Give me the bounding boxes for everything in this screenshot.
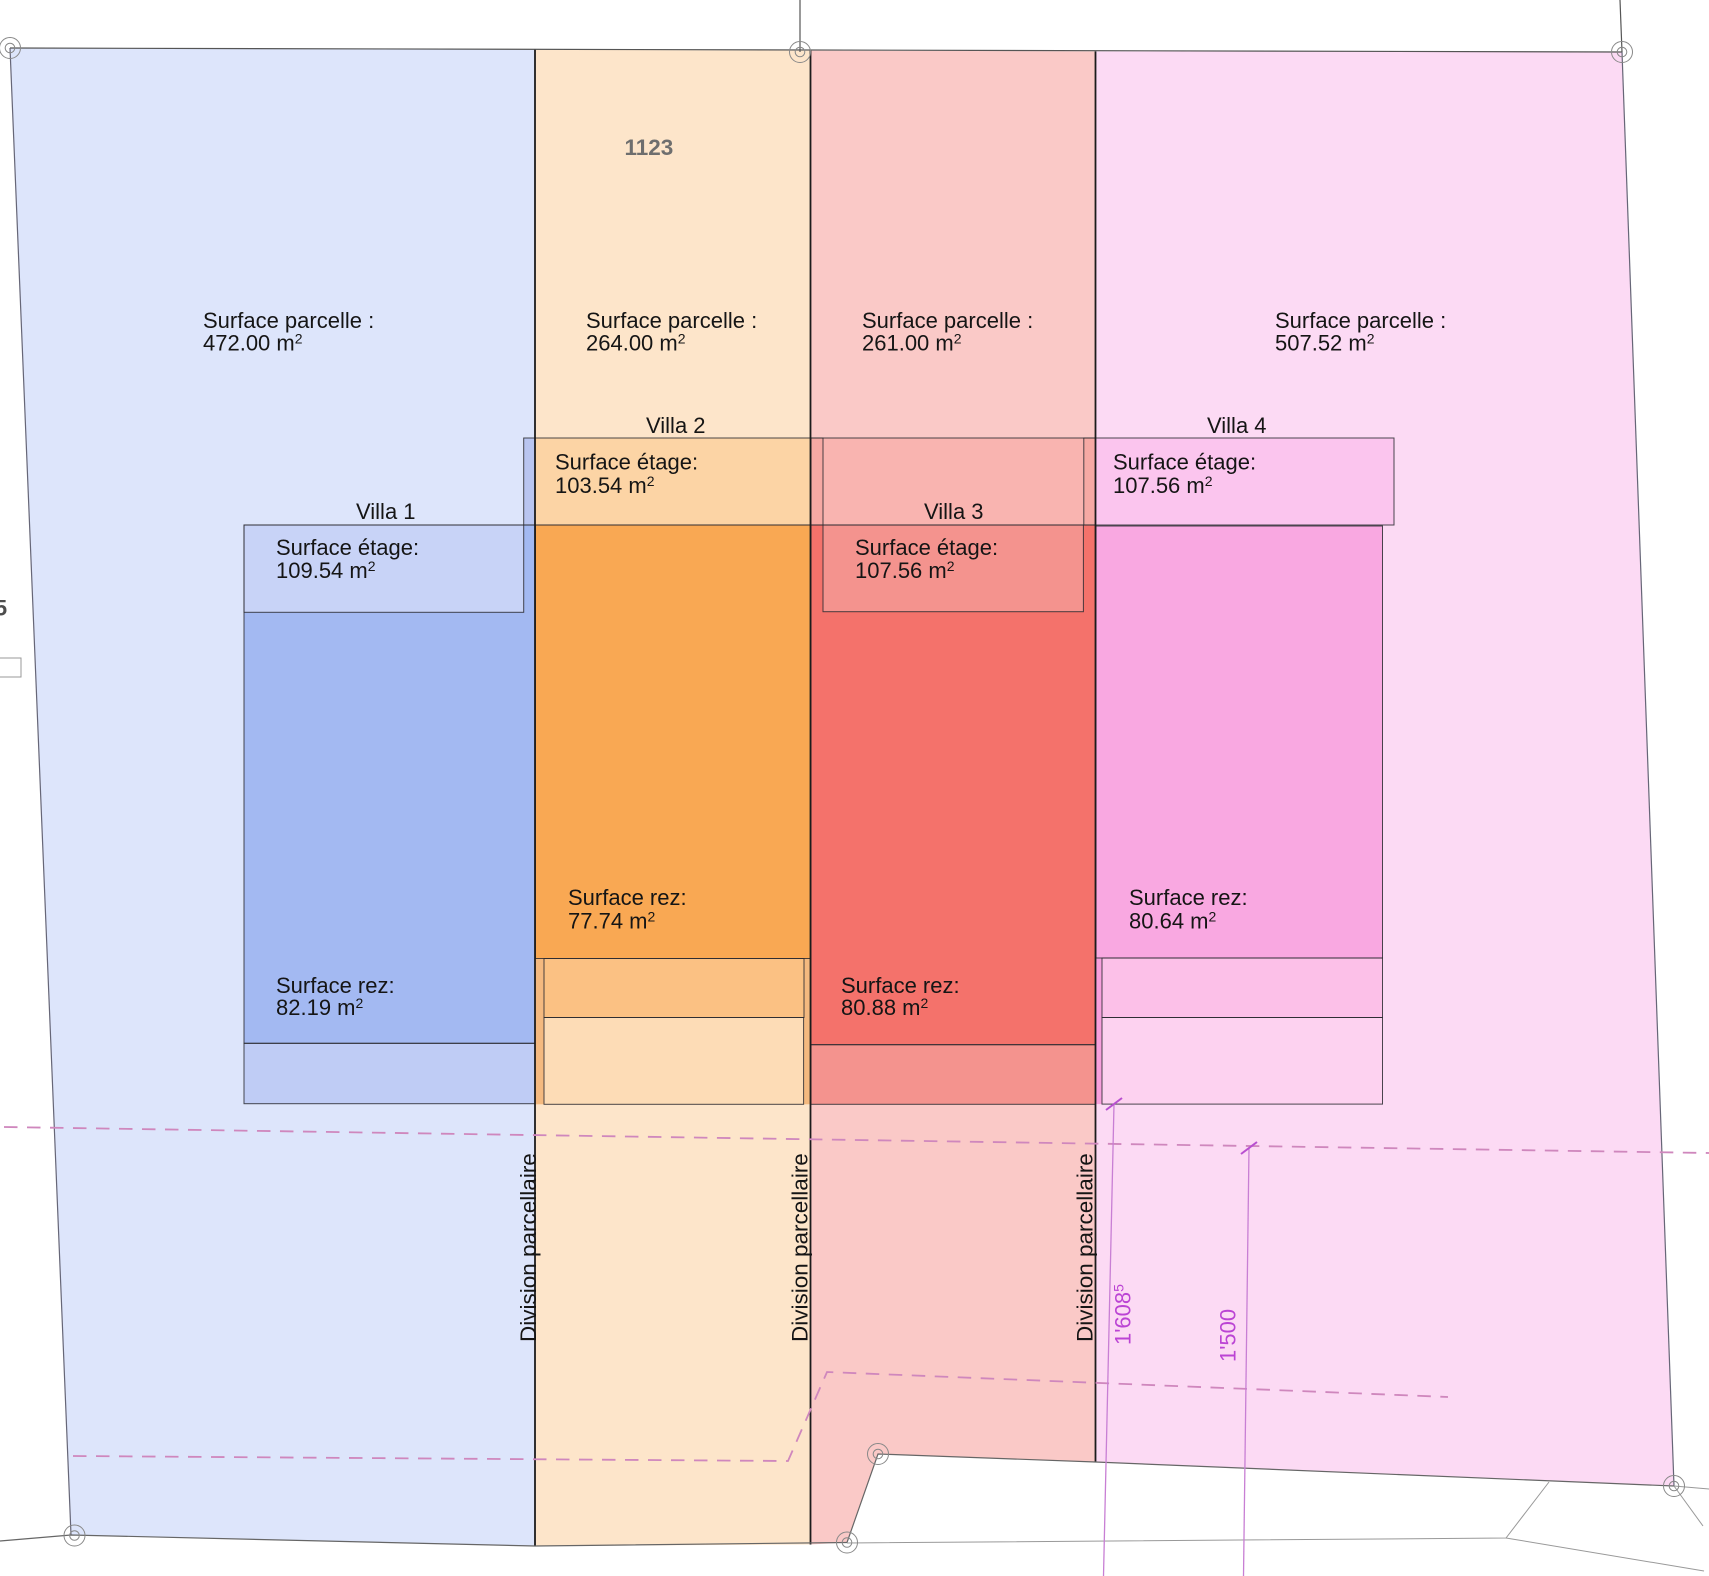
svg-text:107.56 m2: 107.56 m2 [855,558,955,583]
svg-text:1'500: 1'500 [1216,1309,1241,1362]
svg-text:Surface parcelle :: Surface parcelle : [1275,308,1446,333]
svg-text:77.74 m2: 77.74 m2 [568,909,656,934]
svg-text:Surface rez:: Surface rez: [841,973,960,998]
svg-text:Division parcellaire: Division parcellaire [788,1153,813,1342]
svg-text:Surface rez:: Surface rez: [568,885,687,910]
svg-text:Surface rez:: Surface rez: [1129,885,1248,910]
svg-text:5: 5 [0,596,7,621]
svg-text:Surface parcelle :: Surface parcelle : [203,308,374,333]
svg-text:1'6085: 1'6085 [1111,1284,1136,1345]
svg-text:Surface parcelle :: Surface parcelle : [586,308,757,333]
svg-text:Division parcellaire: Division parcellaire [1073,1153,1098,1342]
svg-text:107.56 m2: 107.56 m2 [1113,473,1213,498]
svg-text:261.00 m2: 261.00 m2 [862,331,962,356]
svg-text:80.88 m2: 80.88 m2 [841,995,929,1020]
svg-text:Surface étage:: Surface étage: [855,535,998,560]
svg-text:Surface étage:: Surface étage: [276,535,419,560]
svg-text:Surface étage:: Surface étage: [555,450,698,475]
svg-text:264.00 m2: 264.00 m2 [586,331,686,356]
svg-text:Villa 1: Villa 1 [356,499,416,524]
svg-text:Villa 4: Villa 4 [1207,413,1267,438]
svg-text:1123: 1123 [625,135,674,160]
svg-text:Villa 2: Villa 2 [646,413,706,438]
svg-text:507.52 m2: 507.52 m2 [1275,331,1375,356]
svg-text:Surface étage:: Surface étage: [1113,450,1256,475]
svg-text:472.00 m2: 472.00 m2 [203,331,303,356]
svg-text:Villa 3: Villa 3 [924,499,984,524]
svg-text:80.64 m2: 80.64 m2 [1129,909,1217,934]
svg-text:Surface rez:: Surface rez: [276,973,395,998]
svg-text:Division parcellaire: Division parcellaire [516,1153,541,1342]
svg-text:82.19 m2: 82.19 m2 [276,995,364,1020]
svg-text:109.54 m2: 109.54 m2 [276,558,376,583]
svg-text:Surface parcelle :: Surface parcelle : [862,308,1033,333]
svg-text:103.54 m2: 103.54 m2 [555,473,655,498]
